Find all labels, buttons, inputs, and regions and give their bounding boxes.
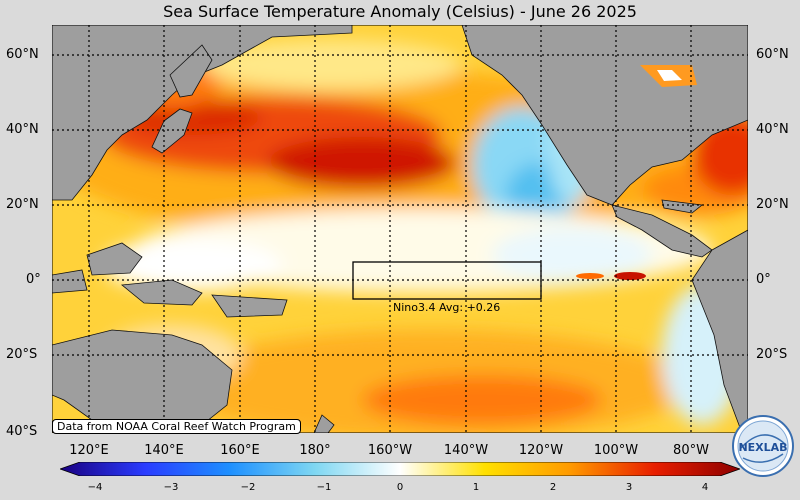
colorbar-tick: −2 (240, 482, 256, 493)
lat-label: 20°S (6, 347, 38, 362)
lon-label: 100°W (593, 443, 639, 458)
nexlab-logo: NEXLAB (732, 415, 794, 477)
nino34-value: +0.26 (466, 301, 501, 314)
lat-label: 20°N (6, 197, 39, 212)
sst-anomaly-map (52, 25, 748, 433)
lat-label: 20°S (756, 347, 788, 362)
lat-label: 40°S (6, 424, 38, 439)
lon-label: 160°W (367, 443, 413, 458)
data-credit: Data from NOAA Coral Reef Watch Program (52, 419, 301, 434)
lat-label: 20°N (756, 197, 789, 212)
lat-label: 40°N (6, 122, 39, 137)
lat-label: 0° (756, 272, 771, 287)
nino34-average: Nino3.4 Avg: +0.26 (393, 301, 501, 314)
colorbar-tick: 0 (396, 482, 404, 493)
lat-label: 60°N (756, 47, 789, 62)
graticule (52, 25, 748, 433)
lon-label: 180° (299, 443, 331, 458)
colorbar-tick: −3 (163, 482, 179, 493)
colorbar-tick: −4 (87, 482, 103, 493)
lat-label: 0° (26, 272, 41, 287)
lon-label: 140°E (144, 443, 184, 458)
map-title: Sea Surface Temperature Anomaly (Celsius… (163, 2, 637, 21)
nino34-box (352, 261, 542, 300)
lon-label: 160°E (220, 443, 260, 458)
lon-label: 80°W (673, 443, 709, 458)
colorbar-tick: 1 (472, 482, 480, 493)
colorbar (60, 462, 740, 476)
svg-text:NEXLAB: NEXLAB (738, 441, 787, 454)
lat-label: 40°N (756, 122, 789, 137)
lat-label: 60°N (6, 47, 39, 62)
nino34-label: Nino3.4 Avg (393, 301, 460, 314)
lon-label: 140°W (443, 443, 489, 458)
colorbar-tick: 4 (701, 482, 709, 493)
colorbar-tick: 3 (625, 482, 633, 493)
colorbar-tick: −1 (316, 482, 332, 493)
colorbar-tick: 2 (549, 482, 557, 493)
lon-label: 120°E (69, 443, 109, 458)
lon-label: 120°W (518, 443, 564, 458)
